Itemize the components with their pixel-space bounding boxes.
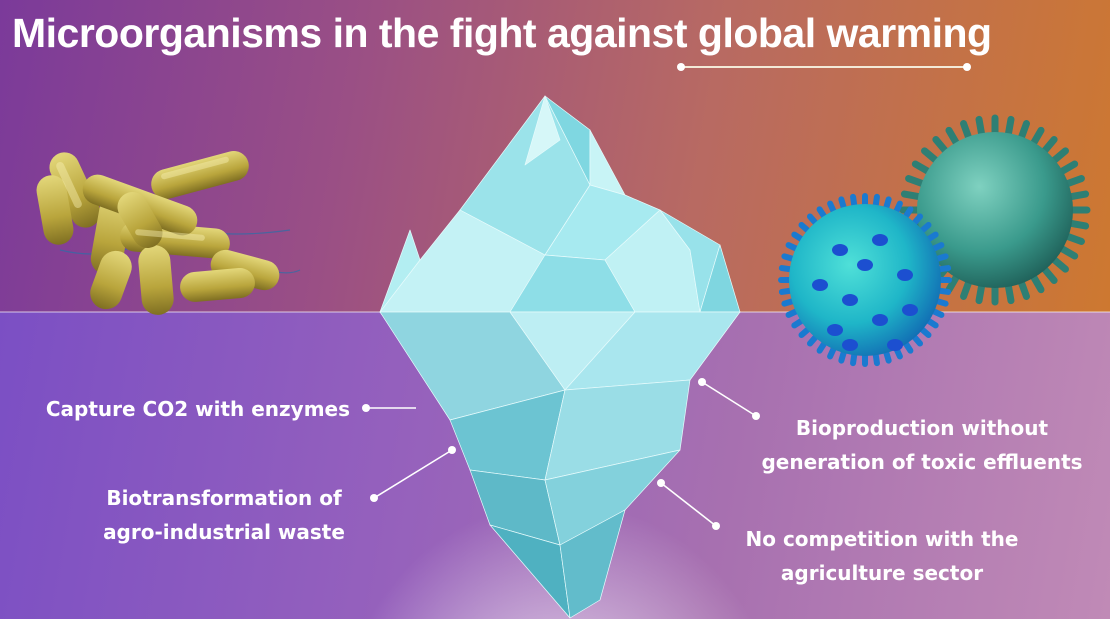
callout-bioproduction: Bioproduction without generation of toxi… — [752, 411, 1092, 479]
callout-line: agriculture sector — [780, 561, 984, 585]
callout-line: No competition with the — [745, 527, 1019, 551]
callout-line: Bioproduction without — [795, 416, 1049, 440]
virus-teal-icon — [899, 114, 1091, 306]
callout-line: Biotransformation of — [106, 486, 342, 510]
underline-dot-right — [963, 63, 971, 71]
page-title: Microorganisms in the fight against glob… — [12, 10, 992, 56]
callout-biotransformation: Biotransformation of agro-industrial was… — [92, 481, 356, 549]
callout-no-competition: No competition with the agriculture sect… — [735, 522, 1029, 590]
underline-dot-left — [677, 63, 685, 71]
callout-capture-co2: Capture CO2 with enzymes — [46, 392, 350, 426]
title-underline — [680, 66, 966, 68]
callout-line: agro-industrial waste — [103, 520, 345, 544]
callout-line: Capture CO2 with enzymes — [45, 397, 350, 421]
callout-line: generation of toxic effluents — [761, 450, 1083, 474]
virus-blue-icon — [778, 193, 952, 367]
